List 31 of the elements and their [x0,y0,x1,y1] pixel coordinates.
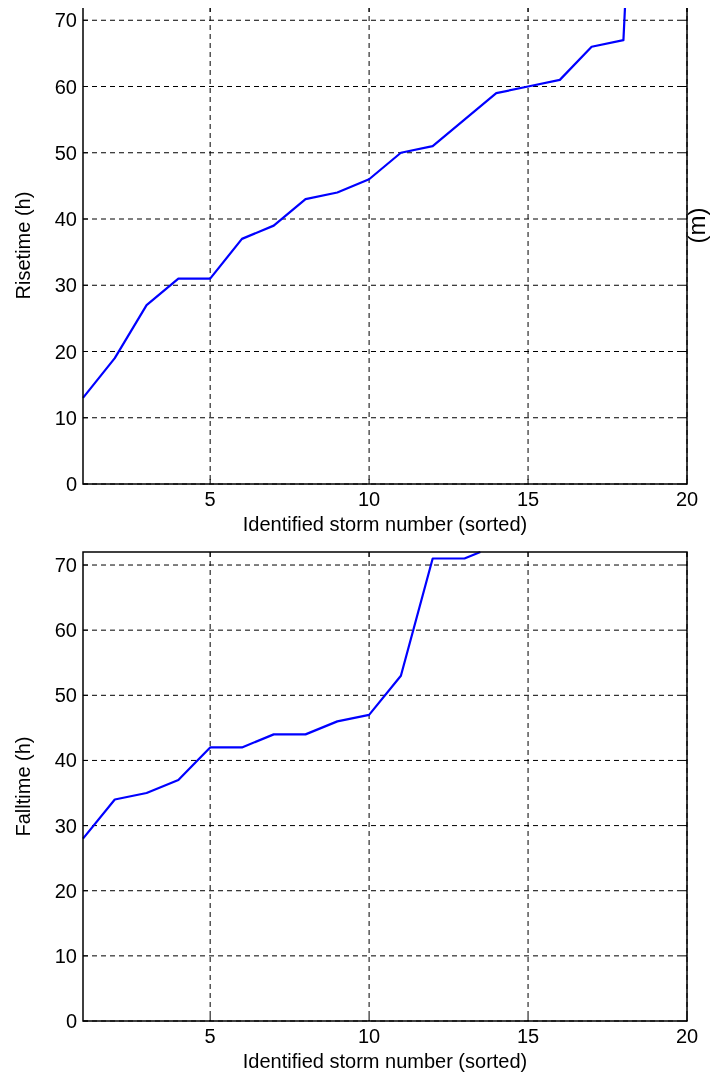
annotation: (m) [683,207,710,244]
x-tick-label: 10 [357,1025,381,1047]
y-tick-label: 40 [54,749,77,772]
x-tick-label: 20 [675,488,699,510]
y-tick-label: 40 [54,208,77,230]
x-tick-label: 10 [357,488,381,510]
y-tick-label: 20 [54,879,77,902]
y-axis-title: Risetime (h) [12,191,34,300]
x-axis-title: Identified storm number (sorted) [242,1050,528,1072]
x-tick-label: 15 [516,1025,540,1047]
y-tick-label: 0 [65,1010,77,1032]
y-tick-label: 10 [54,944,77,967]
y-axis-title: Falltime (h) [12,736,34,837]
y-tick-label: 70 [54,554,77,577]
y-tick-label: 70 [54,9,77,32]
y-tick-label: 10 [54,406,77,429]
x-tick-label: 20 [675,1025,699,1047]
y-tick-label: 60 [54,619,77,642]
y-tick-label: 20 [54,340,77,363]
line-series [81,8,627,399]
y-tick-label: 50 [54,141,77,164]
line-series [81,550,482,840]
x-tick-label: 15 [516,488,540,510]
y-tick-label: 50 [54,684,77,707]
x-tick-label: 5 [204,488,216,510]
y-tick-label: 60 [54,75,77,98]
y-tick-label: 0 [65,473,77,495]
x-axis-title: Identified storm number (sorted) [242,513,528,535]
y-tick-label: 30 [54,274,77,297]
y-tick-label: 30 [54,814,77,837]
x-tick-label: 5 [204,1025,216,1047]
